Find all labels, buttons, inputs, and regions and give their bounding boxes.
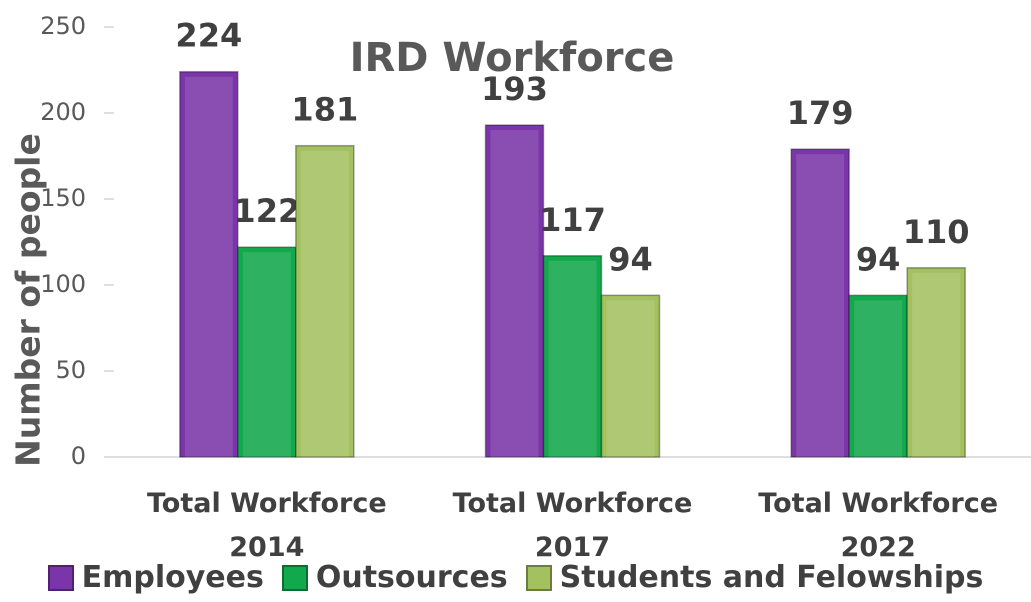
x-tick-label: Total Workforce 2017 [452,488,693,563]
bar [237,246,297,458]
bar [848,294,908,458]
data-label: 193 [481,70,548,108]
legend-swatch [281,564,308,591]
y-tick-label: 150 [40,184,86,212]
legend-swatch [47,564,74,591]
bar-bevel [606,300,655,457]
x-tick-label: Total Workforce 2014 [146,488,387,563]
legend: Employees Outsources Students and Felowshi… [0,560,1031,595]
legend-label: Employees [81,560,264,595]
bar [295,144,355,458]
data-label: 117 [539,201,606,239]
y-tick-label: 200 [40,98,86,126]
legend-swatch [525,564,552,591]
legend-label: Outsources [315,560,508,595]
bar-bevel [184,76,233,457]
x-tick-label: Total Workforce 2022 [758,488,999,563]
bar-bevel [796,154,845,457]
bar [906,267,966,458]
bar-bevel [490,130,539,458]
legend-item: Employees [47,560,264,595]
bar [600,294,661,458]
data-label: 122 [233,192,300,230]
data-label: 94 [856,240,901,278]
bar [179,70,239,458]
bar-bevel [242,252,291,457]
data-label: 110 [903,213,970,251]
data-label: 179 [787,94,854,132]
data-label: 224 [175,17,242,55]
bar-bevel [912,272,961,457]
bar-bevel [300,150,349,457]
data-label: 181 [291,91,358,129]
legend-item: Outsources [281,560,508,595]
y-tick-label: 0 [71,442,86,470]
y-axis-label: Number of people [9,133,48,467]
bar-bevel [548,260,597,457]
bar-bevel [854,300,903,457]
y-tick-label: 100 [40,270,86,298]
bar [790,148,850,458]
y-tick-label: 50 [55,356,86,384]
legend-item: Students and Felowships [525,560,984,595]
y-tick-label: 250 [40,12,86,40]
legend-label: Students and Felowships [559,560,984,595]
chart-title: IRD Workforce [350,35,675,81]
data-label: 94 [608,240,653,278]
